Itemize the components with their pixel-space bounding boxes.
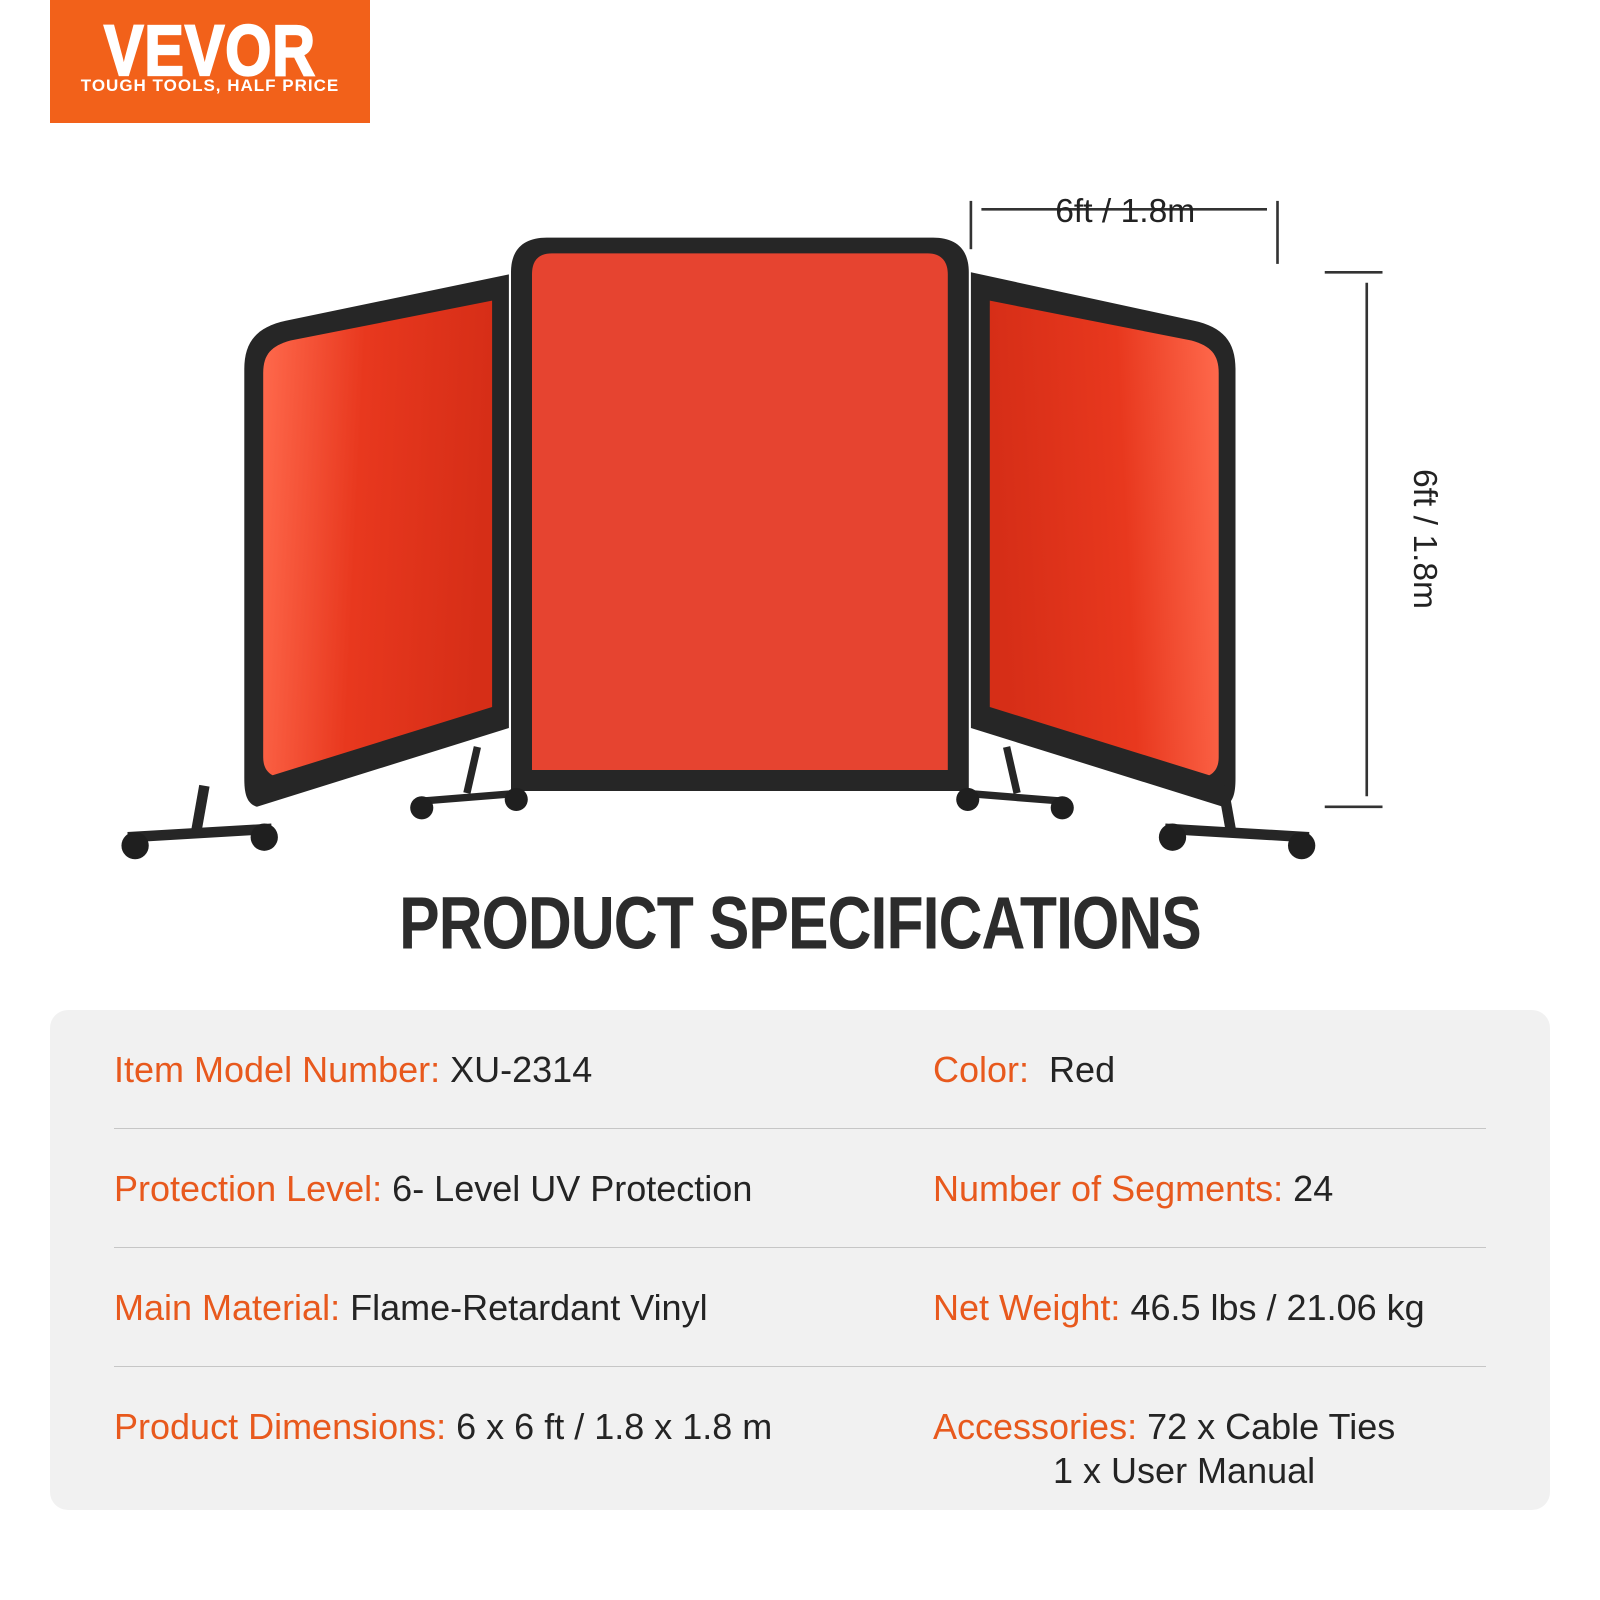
svg-text:6ft / 1.8m: 6ft / 1.8m [1406, 469, 1443, 609]
svg-text:6ft / 1.8m: 6ft / 1.8m [1055, 195, 1195, 230]
